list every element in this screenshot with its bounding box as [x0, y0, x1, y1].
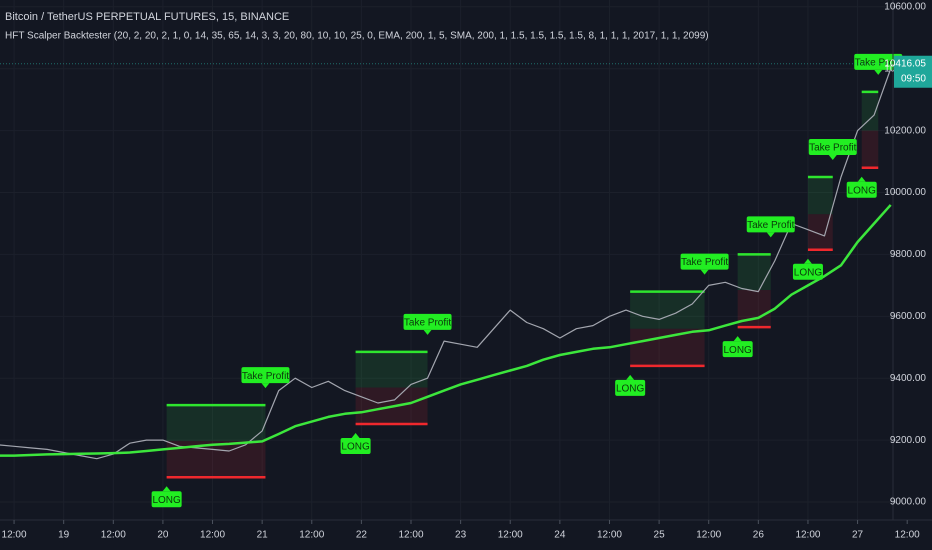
- x-tick-label: 12:00: [200, 530, 225, 541]
- y-tick-label: 10600.00: [884, 1, 926, 12]
- profit-zone: [861, 91, 879, 131]
- price-line: [0, 68, 892, 460]
- x-tick-label: 12:00: [299, 530, 324, 541]
- x-tick-label: 21: [257, 530, 269, 541]
- label-pointer: [874, 69, 883, 75]
- label-pointer: [700, 269, 709, 275]
- x-tick-label: 19: [58, 530, 70, 541]
- long-label: LONG: [794, 267, 823, 278]
- y-tick-label: 10000.00: [884, 187, 926, 198]
- take-profit-label: Take Profit: [747, 220, 794, 231]
- take-profit-label-group: Take Profit: [403, 313, 452, 335]
- long-label-group: LONG: [722, 336, 753, 358]
- label-pointer: [351, 433, 360, 439]
- y-tick-label: 9000.00: [890, 497, 927, 508]
- x-tick-label: 25: [654, 530, 666, 541]
- label-pointer: [828, 155, 837, 161]
- last-price-box: [894, 55, 932, 88]
- ema-line: [0, 204, 892, 457]
- long-label: LONG: [723, 345, 752, 356]
- x-tick-label: 12:00: [2, 530, 27, 541]
- take-profit-label-group: Take Profit: [241, 367, 290, 389]
- x-tick-label: 24: [554, 530, 566, 541]
- label-pointer: [766, 232, 775, 238]
- take-profit-label: Take Profit: [681, 257, 728, 268]
- x-tick-label: 27: [852, 530, 864, 541]
- long-label-group: LONG: [615, 374, 646, 396]
- take-profit-label: Take Profit: [855, 58, 902, 69]
- x-tick-label: 12:00: [398, 530, 423, 541]
- x-tick-label: 12:00: [696, 530, 721, 541]
- label-pointer: [423, 329, 432, 335]
- take-profit-label: Take Profit: [809, 143, 856, 154]
- profit-zone: [630, 291, 705, 329]
- x-tick-label: 12:00: [498, 530, 523, 541]
- y-tick-label: 9200.00: [890, 435, 927, 446]
- y-tick-label: 9600.00: [890, 311, 927, 322]
- profit-zone: [807, 177, 833, 215]
- long-label: LONG: [152, 495, 181, 506]
- take-profit-label-group: Take Profit: [808, 139, 857, 161]
- take-profit-label: Take Profit: [242, 371, 289, 382]
- x-tick-label: 20: [157, 530, 169, 541]
- x-tick-label: 12:00: [101, 530, 126, 541]
- profit-zone: [355, 351, 428, 388]
- x-tick-label: 12:00: [895, 530, 920, 541]
- long-label-group: LONG: [340, 433, 371, 455]
- label-box: [846, 181, 877, 198]
- label-pointer: [626, 374, 635, 380]
- y-tick-label: 9400.00: [890, 373, 927, 384]
- last-price-label: 10416.05: [884, 58, 926, 69]
- long-label: LONG: [848, 185, 877, 196]
- x-tick-label: 12:00: [597, 530, 622, 541]
- long-label-group: LONG: [151, 486, 182, 508]
- label-box: [808, 139, 857, 156]
- label-box: [680, 253, 729, 270]
- loss-zone: [861, 130, 879, 168]
- label-box: [746, 216, 795, 233]
- x-tick-label: 22: [356, 530, 368, 541]
- y-tick-label: 9800.00: [890, 249, 927, 260]
- label-pointer: [261, 383, 270, 389]
- loss-zone: [630, 328, 705, 366]
- long-label-group: LONG: [792, 258, 823, 280]
- label-pointer: [733, 336, 742, 342]
- countdown-label: 09:50: [901, 73, 926, 84]
- profit-zone: [166, 405, 266, 442]
- label-pointer: [857, 176, 866, 182]
- label-box: [854, 53, 903, 70]
- take-profit-label-group: Take Profit: [854, 53, 903, 75]
- y-tick-label: 10200.00: [884, 125, 926, 136]
- label-box: [722, 341, 753, 358]
- long-label: LONG: [341, 442, 370, 453]
- chart-title: Bitcoin / TetherUS PERPETUAL FUTURES, 15…: [5, 11, 289, 23]
- label-box: [615, 379, 646, 396]
- long-label-group: LONG: [846, 176, 877, 198]
- x-tick-label: 23: [455, 530, 467, 541]
- long-label: LONG: [616, 383, 645, 394]
- take-profit-label-group: Take Profit: [680, 253, 729, 275]
- take-profit-label-group: Take Profit: [746, 216, 795, 238]
- label-pointer: [162, 486, 171, 492]
- x-tick-label: 26: [753, 530, 765, 541]
- label-box: [792, 263, 823, 280]
- plot: LONG Take Profit LONG Take Profit LONG Take P…: [0, 53, 903, 508]
- label-box: [340, 438, 371, 455]
- label-box: [403, 313, 452, 330]
- label-box: [241, 367, 290, 384]
- label-pointer: [803, 258, 812, 264]
- x-tick-label: 12:00: [795, 530, 820, 541]
- take-profit-label: Take Profit: [404, 318, 451, 329]
- profit-zone: [737, 254, 771, 291]
- label-box: [151, 491, 182, 508]
- indicator-settings: HFT Scalper Backtester (20, 2, 20, 2, 1,…: [5, 31, 709, 42]
